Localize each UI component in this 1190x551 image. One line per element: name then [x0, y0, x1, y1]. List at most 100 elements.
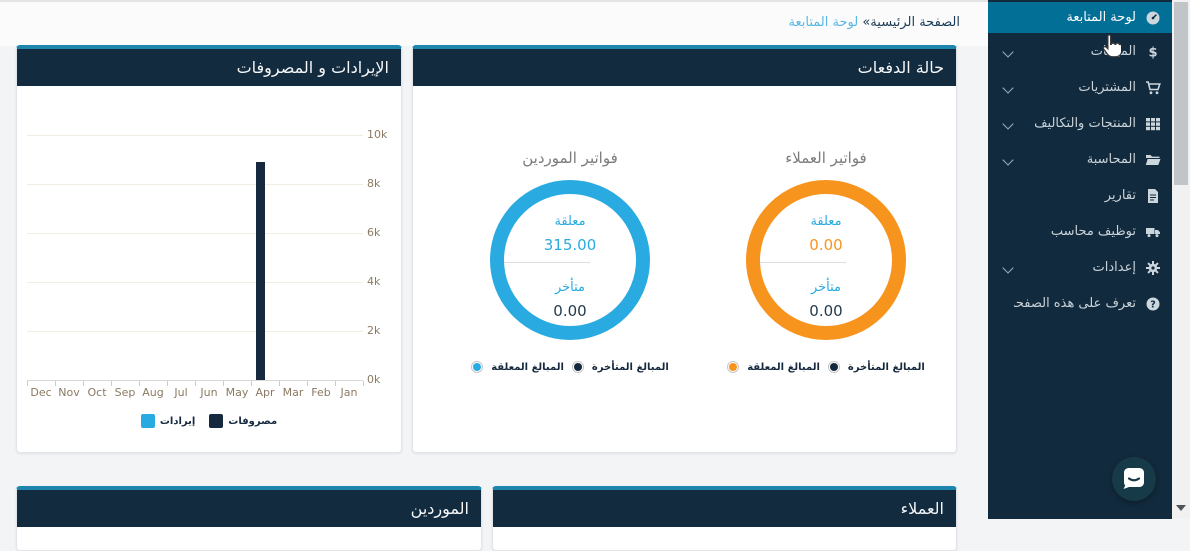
- late-value: 0.00: [553, 302, 587, 320]
- chart-gridline: [27, 135, 363, 136]
- sidebar-item-2[interactable]: المشتريات: [988, 72, 1172, 104]
- x-axis-label: Mar: [282, 386, 304, 399]
- donut-divider: [760, 262, 846, 263]
- scrollbar-down-arrow-icon[interactable]: [1176, 505, 1186, 511]
- x-axis-tick: [139, 381, 140, 386]
- bar-chart: 0k 2k 4k 6k 8k 10k Dec Nov Oct Sep Aug Jul Jun May Apr…: [17, 90, 401, 452]
- gear-icon: [1145, 260, 1161, 276]
- x-axis-label: Dec: [30, 386, 52, 399]
- y-axis-label: 4k: [367, 275, 381, 288]
- pending-amounts-radio-label[interactable]: المبالغ المعلقة: [491, 361, 564, 373]
- late-label: متأخر: [810, 280, 842, 295]
- sidebar-item-0[interactable]: لوحة المتابعة: [988, 2, 1172, 33]
- x-axis-tick: [335, 381, 336, 386]
- customers-card-title: العملاء: [493, 490, 956, 527]
- sidebar-item-6[interactable]: توظيف محاسب: [988, 216, 1172, 248]
- late-value: 0.00: [809, 302, 843, 320]
- scrollbar-thumb[interactable]: [1174, 2, 1188, 185]
- radio-dot: [473, 363, 482, 371]
- customers-donut-ring: معلقة 0.00 متأخر 0.00: [746, 180, 906, 340]
- dollar-icon: $: [1145, 44, 1161, 61]
- breadcrumb-home-link[interactable]: الصفحة الرئيسية: [870, 15, 960, 30]
- pending-amounts-radio[interactable]: [471, 361, 484, 373]
- sidebar-item-1[interactable]: $ المبيعات: [988, 36, 1172, 68]
- pending-value: 0.00: [809, 236, 843, 254]
- page-scrollbar[interactable]: [1172, 0, 1190, 519]
- chevron-down-icon: [1002, 46, 1014, 58]
- late-amounts-radio-label[interactable]: المبالغ المتأخرة: [847, 361, 925, 373]
- x-axis-label: Jul: [174, 386, 188, 399]
- sidebar-item-label: المنتجات والتكاليف: [1034, 116, 1136, 131]
- x-axis-tick: [363, 381, 364, 386]
- sidebar-item-4[interactable]: المحاسبة: [988, 144, 1172, 176]
- chart-gridline: [27, 233, 363, 234]
- x-axis-label: Jan: [340, 386, 358, 399]
- suppliers-invoices-donut-group: فواتير الموردين معلقة 315.00 متأخر 0.00 …: [460, 149, 680, 389]
- chart-legend: إيرادات مصروفات: [17, 414, 401, 428]
- y-axis-label: 2k: [367, 324, 381, 337]
- sidebar-item-label: المبيعات: [1090, 44, 1136, 59]
- svg-text:$: $: [1148, 46, 1157, 61]
- x-axis-tick: [55, 381, 56, 386]
- x-axis-tick: [307, 381, 308, 386]
- report-icon: [1145, 188, 1161, 204]
- x-axis-tick: [111, 381, 112, 386]
- radio-dot: [829, 363, 838, 371]
- chart-gridline: [27, 282, 363, 283]
- pending-amounts-radio[interactable]: [727, 361, 740, 373]
- radio-dot: [729, 363, 738, 371]
- pending-amounts-radio-label[interactable]: المبالغ المعلقة: [747, 361, 820, 373]
- late-amounts-radio[interactable]: [827, 361, 840, 373]
- customers-donut-title: فواتير العملاء: [785, 149, 867, 167]
- late-label: متأخر: [554, 280, 586, 295]
- legend-label: مصروفات: [228, 415, 278, 427]
- x-axis-tick: [251, 381, 252, 386]
- sidebar-item-label: لوحة المتابعة: [1066, 10, 1136, 25]
- truck-icon: [1145, 224, 1161, 240]
- sidebar-item-label: المشتريات: [1078, 80, 1136, 95]
- chevron-down-icon: [1002, 118, 1014, 130]
- late-amounts-radio-label[interactable]: المبالغ المتأخرة: [591, 361, 669, 373]
- chat-launcher-button[interactable]: [1112, 457, 1156, 501]
- x-axis-tick: [195, 381, 196, 386]
- chart-gridline: [27, 331, 363, 332]
- sidebar-item-label: تقارير: [1104, 188, 1136, 203]
- chat-bubble-icon: [1123, 468, 1144, 489]
- cart-icon: [1145, 80, 1161, 96]
- chart-gridline: [27, 184, 363, 185]
- x-axis-tick: [223, 381, 224, 386]
- pending-label: معلقة: [554, 214, 586, 229]
- sidebar-item-label: توظيف محاسب: [1050, 224, 1136, 239]
- chevron-down-icon: [1002, 154, 1014, 166]
- x-axis-tick: [27, 381, 28, 386]
- sidebar: لوحة المتابعة $ المبيعات المشتريات المنتجات …: [988, 0, 1172, 519]
- breadcrumb-separator: »: [862, 15, 871, 30]
- legend-swatch-icon: [140, 414, 155, 428]
- sidebar-item-label: تعرف على هذه الصفحة: [1014, 296, 1136, 311]
- sidebar-item-label: إعدادات: [1092, 260, 1136, 275]
- sidebar-item-8[interactable]: ? تعرف على هذه الصفحة: [988, 288, 1172, 320]
- x-axis-tick: [279, 381, 280, 386]
- x-axis-label: Aug: [142, 386, 164, 399]
- payments-status-card: حالة الدفعات فواتير العملاء معلقة 0.00 م…: [412, 45, 957, 453]
- y-axis-label: 8k: [367, 177, 381, 190]
- legend-swatch-icon: [209, 414, 224, 428]
- chevron-down-icon: [1002, 82, 1014, 94]
- pending-label: معلقة: [810, 214, 842, 229]
- x-axis-label: May: [225, 386, 249, 399]
- x-axis-label: Feb: [311, 386, 331, 399]
- sidebar-item-5[interactable]: تقارير: [988, 180, 1172, 212]
- revenue-expenses-card: الإيرادات و المصروفات 0k 2k 4k 6k 8k 10k Dec No…: [16, 45, 402, 453]
- y-axis-label: 10k: [367, 128, 388, 141]
- legend-item[interactable]: مصروفات: [209, 414, 277, 428]
- suppliers-donut-legend: المبالغ المعلقة المبالغ المتأخرة: [460, 361, 680, 373]
- revenue-expenses-card-title: الإيرادات و المصروفات: [17, 49, 401, 86]
- customers-invoices-donut-group: فواتير العملاء معلقة 0.00 متأخر 0.00 الم…: [716, 149, 936, 389]
- x-axis-label: Apr: [255, 386, 275, 399]
- legend-item[interactable]: إيرادات: [140, 414, 195, 428]
- x-axis-label: Nov: [58, 386, 80, 399]
- sidebar-item-7[interactable]: إعدادات: [988, 252, 1172, 284]
- late-amounts-radio[interactable]: [571, 361, 584, 373]
- x-axis-label: Oct: [87, 386, 107, 399]
- sidebar-item-3[interactable]: المنتجات والتكاليف: [988, 108, 1172, 140]
